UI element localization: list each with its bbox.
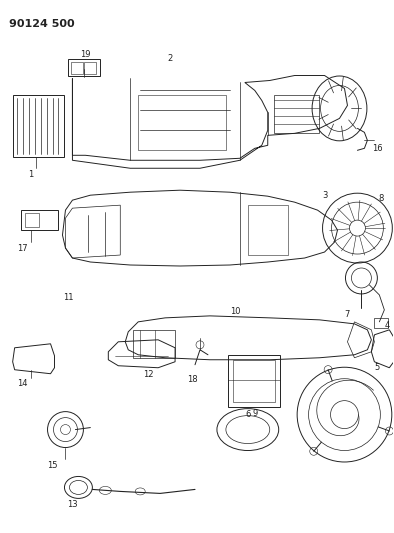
Text: 9: 9 xyxy=(252,409,257,418)
Text: 6: 6 xyxy=(245,410,251,419)
Bar xyxy=(228,355,280,407)
Bar xyxy=(374,318,388,328)
Bar xyxy=(138,95,226,150)
Text: 11: 11 xyxy=(63,294,74,302)
Text: 1: 1 xyxy=(28,169,33,179)
Text: 17: 17 xyxy=(17,244,28,253)
Text: 2: 2 xyxy=(167,54,173,63)
Bar xyxy=(233,360,275,402)
Text: 14: 14 xyxy=(17,379,28,388)
Text: 90124 500: 90124 500 xyxy=(9,19,74,29)
Text: 3: 3 xyxy=(322,191,327,200)
Bar xyxy=(20,210,58,230)
Bar xyxy=(274,95,319,133)
Text: 19: 19 xyxy=(80,50,91,59)
Text: 12: 12 xyxy=(143,370,153,379)
Text: 10: 10 xyxy=(230,308,240,317)
Bar xyxy=(24,213,39,227)
Bar xyxy=(248,205,288,255)
Text: 7: 7 xyxy=(345,310,350,319)
Bar xyxy=(133,330,175,358)
Bar xyxy=(71,61,84,74)
Bar xyxy=(13,95,65,157)
Text: 16: 16 xyxy=(372,144,383,153)
Text: 5: 5 xyxy=(375,363,380,372)
Text: 18: 18 xyxy=(187,375,197,384)
Text: 4: 4 xyxy=(385,321,390,330)
Bar xyxy=(69,59,100,77)
Bar xyxy=(84,61,97,74)
Text: 13: 13 xyxy=(67,500,78,509)
Text: 8: 8 xyxy=(379,193,384,203)
Text: 15: 15 xyxy=(47,461,58,470)
